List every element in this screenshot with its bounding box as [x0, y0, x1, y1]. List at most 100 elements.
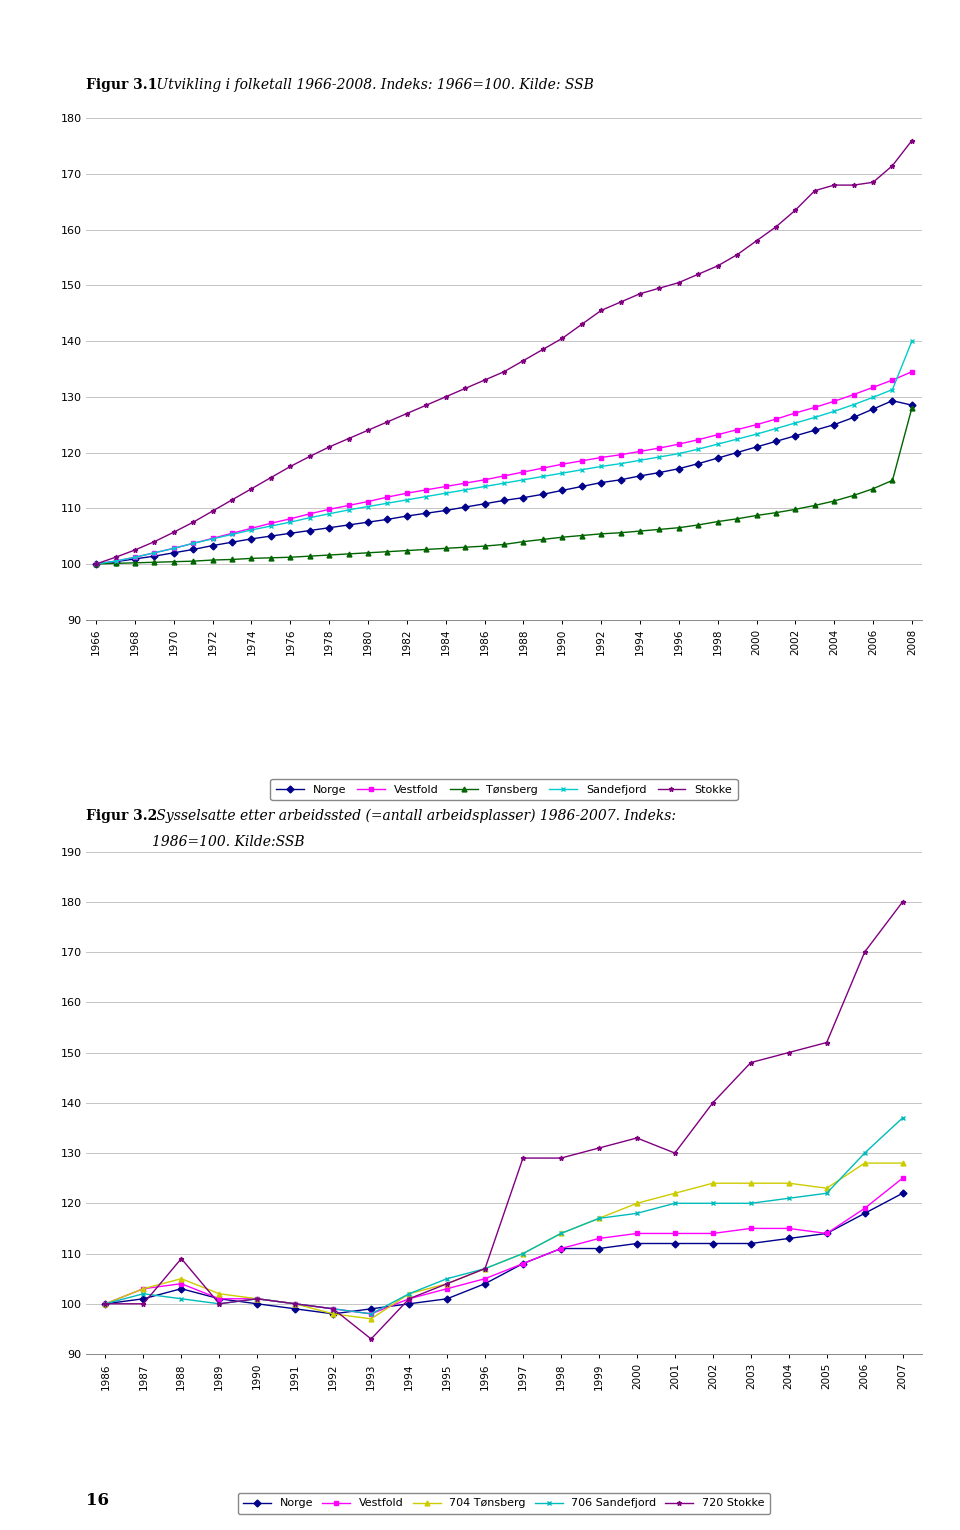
Norge [848, 409, 859, 427]
Vestfold [751, 416, 762, 435]
Stokke [109, 548, 121, 566]
720 Stokke [100, 1294, 111, 1313]
Vestfold [614, 445, 626, 464]
Stokke [168, 523, 180, 542]
Vestfold [479, 471, 491, 490]
706 Sandefjord [593, 1209, 605, 1227]
704 Tønsberg [708, 1174, 719, 1192]
706 Sandefjord [366, 1305, 377, 1323]
720 Stokke [442, 1274, 453, 1293]
Stokke [673, 274, 684, 292]
Vestfold [362, 493, 373, 511]
Norge [498, 491, 510, 509]
Vestfold [897, 1169, 908, 1187]
Sandefjord [420, 488, 432, 506]
Vestfold [673, 435, 684, 453]
Vestfold [130, 548, 141, 566]
Vestfold [227, 525, 238, 543]
Tønsberg [517, 532, 529, 551]
706 Sandefjord [252, 1290, 263, 1308]
Vestfold [712, 425, 724, 444]
Norge [403, 1294, 415, 1313]
Sandefjord [635, 451, 646, 470]
Norge [654, 464, 665, 482]
Stokke [732, 245, 743, 263]
Vestfold [149, 543, 160, 562]
Vestfold [555, 1239, 566, 1258]
Line: Vestfold: Vestfold [103, 1175, 905, 1316]
Norge [327, 1305, 339, 1323]
Stokke [848, 176, 859, 194]
Vestfold [557, 454, 568, 473]
706 Sandefjord [897, 1109, 908, 1128]
Norge [517, 1255, 529, 1273]
Tønsberg [460, 539, 471, 557]
720 Stokke [708, 1094, 719, 1112]
720 Stokke [783, 1043, 795, 1062]
Norge [712, 448, 724, 467]
Sandefjord [284, 513, 296, 531]
Norge [343, 516, 354, 534]
Vestfold [327, 1299, 339, 1317]
706 Sandefjord [783, 1189, 795, 1207]
Norge [382, 509, 394, 528]
Stokke [343, 430, 354, 448]
Norge [420, 503, 432, 522]
Vestfold [324, 500, 335, 519]
Vestfold [867, 378, 878, 396]
Vestfold [732, 421, 743, 439]
Tønsberg [732, 509, 743, 528]
Norge [635, 467, 646, 485]
Norge [809, 421, 821, 439]
Stokke [207, 502, 219, 520]
Vestfold [284, 509, 296, 528]
Vestfold [809, 398, 821, 416]
Line: Norge: Norge [103, 1190, 905, 1316]
Tønsberg [809, 496, 821, 514]
Tønsberg [770, 503, 781, 522]
Stokke [227, 491, 238, 509]
Tønsberg [789, 500, 801, 519]
Vestfold [635, 442, 646, 461]
706 Sandefjord [176, 1290, 187, 1308]
Norge [576, 477, 588, 496]
704 Tønsberg [821, 1180, 832, 1198]
Vestfold [382, 488, 394, 506]
Line: Sandefjord: Sandefjord [94, 338, 914, 566]
706 Sandefjord [745, 1193, 756, 1212]
Norge [593, 1239, 605, 1258]
Sandefjord [673, 444, 684, 462]
Tønsberg [227, 551, 238, 569]
Stokke [324, 438, 335, 456]
Vestfold [420, 480, 432, 499]
Vestfold [109, 552, 121, 571]
Tønsberg [362, 543, 373, 562]
704 Tønsberg [745, 1174, 756, 1192]
Tønsberg [420, 540, 432, 558]
Tønsberg [498, 536, 510, 554]
706 Sandefjord [442, 1270, 453, 1288]
Stokke [130, 540, 141, 558]
Legend: Norge, Vestfold, 704 Tønsberg, 706 Sandefjord, 720 Stokke: Norge, Vestfold, 704 Tønsberg, 706 Sande… [238, 1493, 770, 1515]
Norge [246, 529, 257, 548]
Sandefjord [479, 477, 491, 496]
Norge [555, 1239, 566, 1258]
Stokke [887, 156, 899, 174]
Tønsberg [246, 549, 257, 568]
Sandefjord [828, 402, 840, 421]
Norge [207, 537, 219, 555]
Sandefjord [654, 448, 665, 467]
Tønsberg [828, 491, 840, 509]
Tønsberg [712, 513, 724, 531]
Norge [149, 546, 160, 565]
Norge [304, 522, 316, 540]
720 Stokke [213, 1294, 225, 1313]
Text: 16: 16 [86, 1492, 109, 1509]
Tønsberg [109, 554, 121, 572]
Norge [442, 1290, 453, 1308]
706 Sandefjord [403, 1285, 415, 1304]
706 Sandefjord [859, 1144, 871, 1163]
704 Tønsberg [783, 1174, 795, 1192]
Vestfold [859, 1200, 871, 1218]
Tønsberg [654, 520, 665, 539]
